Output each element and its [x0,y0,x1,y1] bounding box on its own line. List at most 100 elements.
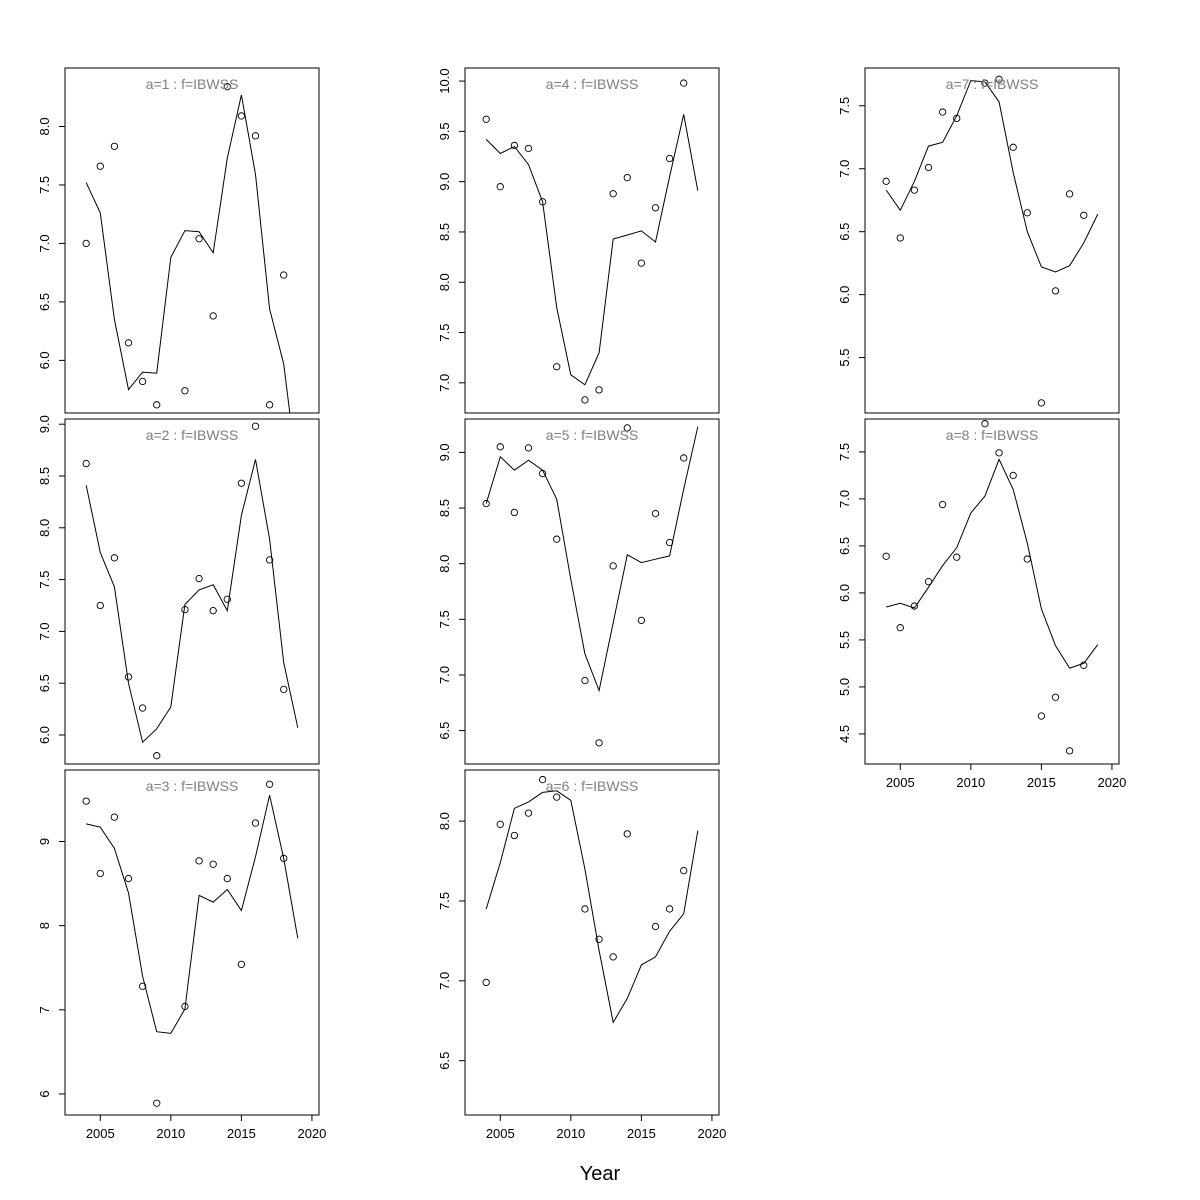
observed-point [153,401,161,409]
y-tick-label: 7.0 [437,972,452,990]
observed-point [623,830,631,838]
observed-point [265,556,274,564]
observed-point [1009,143,1017,151]
observed-point [482,978,490,987]
observed-point [195,857,203,865]
y-tick-label: 7.5 [437,610,452,628]
plot-frame [64,769,320,1116]
observed-point [896,624,904,632]
fitted-line [85,94,291,413]
y-tick-label: 8.0 [437,555,452,573]
panel-6: 6.5 7.0 7.5 8.0 2005 2010 2015 2020 a=6 : f=IBWS… [437,769,726,1141]
observed-point [251,132,260,140]
y-tick-label: 7.5 [837,97,852,115]
y-tick-label: 5.5 [837,631,852,649]
observed-point [1051,693,1060,701]
observed-point [665,154,674,163]
panel-1: 6.0 6.5 7.0 7.5 8.0 a=1 : f=IBWSS [37,67,320,414]
observed-point [553,535,561,543]
observed-point [110,142,119,151]
observed-point [581,396,589,404]
observed-point [482,499,490,508]
observed-point [623,173,631,182]
y-tick-label: 7.5 [437,892,452,910]
observed-point [280,854,288,863]
panel-title: a=4 : f=IBWSS [546,76,639,92]
observed-point [223,595,231,603]
observed-point [953,114,961,123]
observed-point [524,144,533,153]
observed-point [538,198,547,206]
observed-point [153,752,161,760]
y-tick-label: 5.5 [837,349,852,367]
observed-point [82,797,90,805]
observed-point [581,676,589,685]
observed-point [553,793,561,801]
y-tick-label: 7.0 [837,160,852,178]
observed-point [251,819,260,827]
y-tick-label: 6 [37,1090,52,1097]
observed-point [609,953,617,961]
y-tick-label: 9 [37,838,52,845]
observed-point [124,874,133,883]
observed-point [595,739,603,747]
observed-point [209,607,217,615]
x-tick-label: 2020 [1097,775,1126,790]
observed-point [581,905,589,913]
observed-point [195,574,203,583]
observed-point [510,508,519,517]
x-tick-label: 2010 [956,775,985,790]
y-tick-label: 8.5 [37,467,52,485]
observed-point [1037,399,1046,407]
observed-point [665,538,674,547]
observed-point [237,960,246,969]
observed-point [1080,661,1088,669]
panel-3: 6 7 8 9 2005 2010 2015 2020 a=3 : f=IBWSS [37,769,326,1141]
observed-point [82,239,90,248]
y-tick-label: 6.5 [37,293,52,311]
observed-point [651,922,660,931]
y-tick-label: 7.5 [37,176,52,194]
observed-point [637,616,646,625]
y-tick-label: 9.0 [37,415,52,433]
observed-point [1065,190,1074,198]
observed-point [1065,747,1074,755]
observed-point [924,163,933,172]
panel-7: 5.5 6.0 6.5 7.0 7.5 a=7 : f=IBWSS [837,67,1120,414]
y-tick-label: 7.0 [437,374,452,392]
fitted-line [485,790,699,1024]
panel-5: 6.5 7.0 7.5 8.0 8.5 9.0 a=5 : f=IBWSS [437,418,720,765]
observed-point [209,860,217,868]
panel-title: a=8 : f=IBWSS [946,427,1039,443]
observed-point [265,401,274,409]
plot-frame [464,67,720,414]
observed-point [595,935,603,943]
observed-point [1023,209,1031,217]
observed-point [938,108,947,116]
fitted-line [886,458,1099,669]
observed-point [1037,712,1046,720]
observed-point [938,500,947,509]
y-tick-label: 7.5 [37,571,52,589]
y-tick-label: 8.0 [437,273,452,291]
y-tick-label: 6.5 [37,674,52,692]
observed-point [110,554,119,562]
plot-frame [864,67,1120,414]
y-tick-label: 7.0 [437,666,452,684]
plot-frame [864,418,1120,765]
y-tick-label: 8.0 [37,117,52,135]
observed-point [96,601,104,610]
observed-point [665,905,674,913]
y-tick-label: 7.0 [837,490,852,508]
fitted-line [485,426,699,693]
x-tick-label: 2015 [627,1126,656,1141]
panel-2: 6.0 6.5 7.0 7.5 8.0 8.5 9.0 a=2 : f=IBWSS [37,415,320,765]
observed-point [623,424,631,432]
y-tick-label: 6.0 [837,584,852,602]
observed-point [96,162,104,170]
y-tick-label: 7.5 [437,323,452,341]
observed-point [237,479,246,487]
plot-frame [64,418,320,765]
observed-point [96,869,104,878]
y-tick-label: 7.0 [37,234,52,252]
